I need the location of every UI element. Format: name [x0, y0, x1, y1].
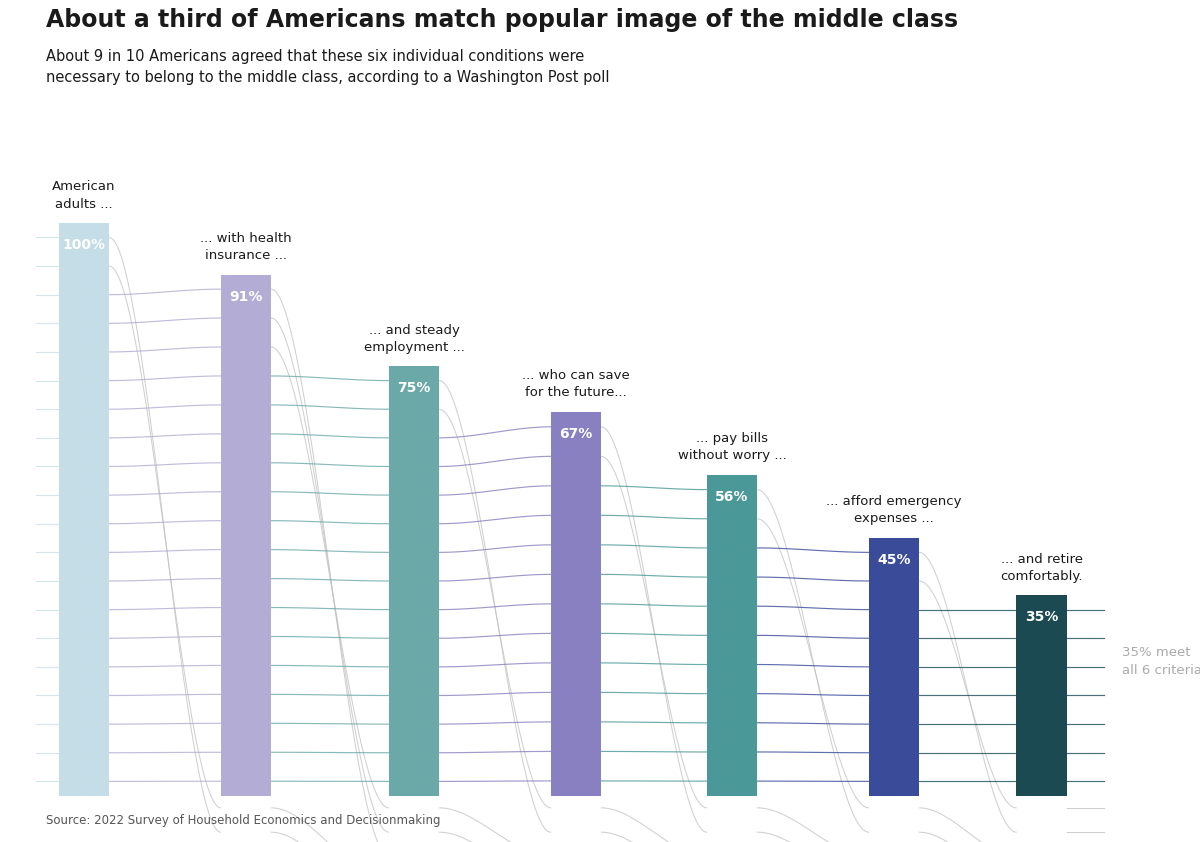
Text: 100%: 100%: [62, 238, 106, 253]
Text: About a third of Americans match popular image of the middle class: About a third of Americans match popular…: [46, 8, 958, 33]
Text: ... who can save
for the future...: ... who can save for the future...: [522, 370, 630, 399]
Bar: [707, 475, 757, 796]
Bar: [389, 366, 439, 796]
Text: American
adults ...: American adults ...: [53, 180, 115, 210]
Text: 56%: 56%: [715, 490, 749, 504]
Text: 35%: 35%: [1025, 610, 1058, 625]
Text: Source: 2022 Survey of Household Economics and Decisionmaking: Source: 2022 Survey of Household Economi…: [46, 814, 440, 827]
Text: About 9 in 10 Americans agreed that these six individual conditions were
necessa: About 9 in 10 Americans agreed that thes…: [46, 49, 610, 85]
Text: 91%: 91%: [229, 290, 263, 304]
Text: 67%: 67%: [559, 427, 593, 441]
Text: 75%: 75%: [397, 381, 431, 396]
Text: ... with health
insurance ...: ... with health insurance ...: [200, 232, 292, 262]
Bar: [869, 538, 919, 796]
Text: ... pay bills
without worry ...: ... pay bills without worry ...: [678, 433, 786, 462]
Text: ... afford emergency
expenses ...: ... afford emergency expenses ...: [827, 495, 961, 525]
Text: ... and steady
employment ...: ... and steady employment ...: [364, 323, 464, 354]
Text: 35% meet
all 6 criteria: 35% meet all 6 criteria: [1122, 647, 1200, 677]
Bar: [551, 412, 601, 796]
Bar: [1016, 595, 1067, 796]
Bar: [221, 274, 271, 796]
Text: ... and retire
comfortably.: ... and retire comfortably.: [1001, 552, 1082, 583]
Text: 45%: 45%: [877, 553, 911, 568]
Bar: [59, 223, 109, 796]
